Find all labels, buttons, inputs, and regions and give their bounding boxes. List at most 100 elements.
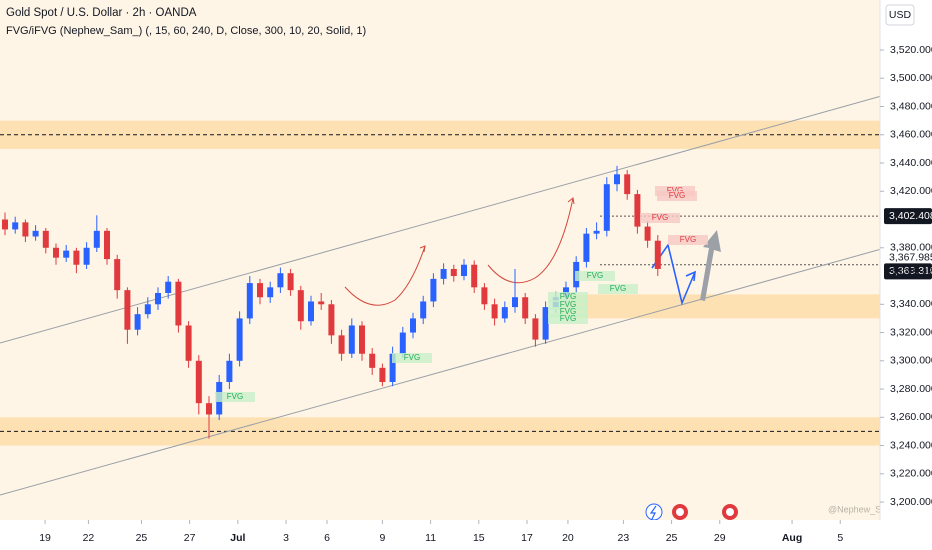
price-tag-label: 3,363.310 [889, 265, 932, 277]
fvg-label: FVG [587, 271, 603, 280]
y-tick-label: 3,380.000 [890, 242, 932, 254]
candle-body [369, 353, 376, 368]
x-tick-label: Jul [230, 532, 245, 544]
candle-body [195, 360, 202, 404]
candle-body [287, 273, 294, 291]
fvg-box [657, 191, 697, 201]
candle-body [328, 304, 335, 336]
x-tick-label: 6 [324, 532, 330, 544]
arrow-head [419, 245, 426, 253]
candle-body [624, 174, 631, 195]
price-tag-label: 3,402.408 [889, 210, 932, 222]
currency-button[interactable] [885, 4, 915, 26]
time-axis [0, 520, 880, 550]
candle-body [246, 283, 253, 319]
candle-body [532, 318, 539, 340]
x-tick-label: 17 [521, 532, 533, 544]
fvg-box [392, 353, 432, 363]
fvg-label: FVG [652, 213, 668, 222]
x-tick-label: 27 [184, 532, 196, 544]
fvg-label: FVG [560, 307, 576, 316]
y-tick-label: 3,200.000 [890, 496, 932, 508]
candle-body [175, 281, 182, 326]
y-tick-label: 3,480.000 [890, 100, 932, 112]
fvg-label: FVG [560, 314, 576, 323]
x-tick-label: 25 [136, 532, 148, 544]
candle-body [42, 230, 49, 248]
indicator-label: FVG/iFVG (Nephew_Sam_) (, 15, 60, 240, D… [6, 25, 366, 37]
candle-body [83, 247, 90, 265]
candle-body [308, 301, 314, 322]
price-zone [0, 417, 880, 446]
candle-body [22, 222, 29, 237]
x-tick-label: 29 [714, 532, 726, 544]
candle-body [73, 250, 80, 265]
candle-body [583, 233, 590, 262]
candle-body [614, 174, 620, 185]
x-tick-label: 5 [837, 532, 843, 544]
candle-body [257, 283, 263, 298]
arrow-head [685, 270, 696, 282]
price-zone [0, 120, 880, 149]
candle-body [399, 332, 406, 354]
candle-body [63, 250, 70, 258]
fvg-box [548, 300, 588, 310]
candle-body [155, 292, 161, 305]
event-icon-bolt [649, 505, 657, 520]
candle-body [389, 353, 396, 382]
candle-body [440, 268, 447, 279]
x-tick-label: 9 [379, 532, 385, 544]
header-background [0, 0, 430, 42]
x-tick-label: 22 [83, 532, 95, 544]
fvg-label: FVG [680, 235, 696, 244]
candle-body [593, 230, 600, 234]
candle-body [481, 287, 488, 305]
bullish-arrow [700, 230, 721, 301]
candle-body [450, 268, 457, 277]
fvg-box [598, 284, 638, 294]
y-tick-label: 3,240.000 [890, 439, 932, 451]
price-zone [560, 294, 880, 319]
candle-body [124, 290, 131, 330]
candle-body [461, 264, 467, 277]
x-tick-label: 3 [283, 532, 289, 544]
fvg-label: FVG [667, 186, 683, 195]
y-tick-label: 3,520.000 [890, 44, 932, 56]
candle-body [501, 307, 508, 319]
candle-body [644, 226, 651, 241]
candle-body [267, 287, 274, 298]
fvg-label: FVG [669, 191, 685, 200]
candle-body [236, 318, 243, 361]
y-tick-label: 3,500.000 [890, 72, 932, 84]
currency-label: USD [889, 9, 912, 21]
channel-lower [0, 247, 886, 496]
chart-title: Gold Spot / U.S. Dollar · 2h · OANDA [6, 7, 197, 19]
candle-body [12, 222, 19, 230]
fvg-box [640, 213, 680, 223]
watermark: @Nephew_Sam_ [828, 504, 900, 514]
fvg-box [215, 392, 255, 402]
candle-body [2, 219, 8, 230]
candle-body [603, 184, 610, 231]
candle-body [338, 335, 345, 354]
candle-body [654, 240, 661, 269]
y-tick-label: 3,300.000 [890, 355, 932, 367]
candle-body [542, 307, 549, 340]
event-icon[interactable] [645, 503, 663, 521]
y-tick-label: 3,440.000 [890, 157, 932, 169]
candle-body [410, 318, 416, 333]
curve-arrow [487, 197, 574, 284]
candle-body [420, 301, 427, 319]
x-tick-label: 15 [473, 532, 485, 544]
candle-body [297, 290, 304, 322]
arrow-head [567, 197, 575, 205]
candle-body [134, 314, 141, 330]
candle-body [512, 297, 518, 308]
price-tag [884, 208, 932, 225]
curve-arrow [344, 245, 426, 306]
event-icon-inner [726, 508, 734, 516]
x-tick-label: 19 [39, 532, 51, 544]
candle-body [32, 230, 39, 237]
candle-body [430, 278, 437, 302]
